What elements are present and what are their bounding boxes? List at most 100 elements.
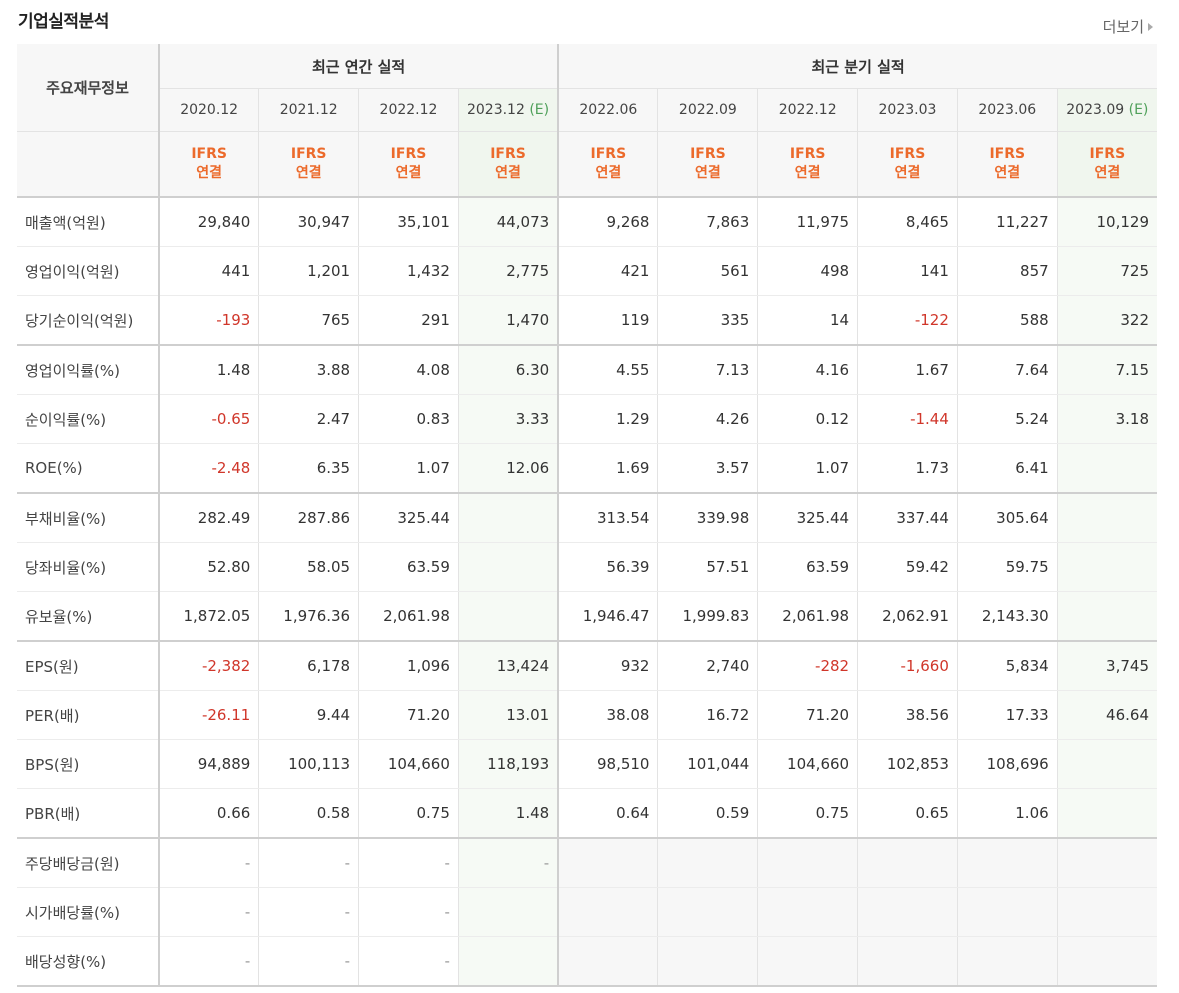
table-row: 영업이익률(%) 1.48 3.88 4.08 6.30 4.55 7.13 4.16 1.67…: [17, 344, 1157, 395]
table-cell: 102,853: [857, 739, 958, 789]
table-cell: -: [258, 837, 359, 888]
table-cell: 421: [557, 246, 658, 296]
table-cell: 141: [857, 246, 958, 296]
table-cell: -: [457, 837, 559, 888]
row-label: 주당배당금(원): [17, 837, 159, 888]
table-cell: 1.07: [757, 443, 858, 494]
period-label: 2022.12: [379, 102, 438, 118]
row-label: 영업이익률(%): [17, 344, 159, 395]
table-cell: 2,775: [457, 246, 559, 296]
table-cell: 282.49: [158, 492, 259, 543]
table-cell: 1.07: [358, 443, 459, 494]
table-cell: 0.64: [557, 788, 658, 839]
table-cell: 6.30: [457, 344, 559, 395]
more-link[interactable]: 더보기: [1103, 16, 1153, 37]
table-cell: 17.33: [956, 690, 1058, 740]
table-cell: 932: [557, 640, 658, 691]
table-cell: 857: [956, 246, 1058, 296]
period-row: 2020.12 2021.12 2022.12 2023.12 (E) 2022.06 2…: [17, 88, 1157, 132]
table-cell: 63.59: [757, 542, 858, 592]
row-label: BPS(원): [17, 739, 159, 789]
table-cell: 725: [1056, 246, 1157, 296]
table-cell: 335: [657, 295, 758, 346]
basis-label: IFRS 연결: [290, 146, 327, 181]
table-cell: [956, 837, 1058, 888]
table-cell: 4.08: [358, 344, 459, 395]
table-cell: -193: [158, 295, 259, 346]
table-cell: 35,101: [358, 196, 459, 247]
table-cell: 2,143.30: [956, 591, 1058, 642]
table-cell: [857, 887, 958, 937]
table-cell: 1.06: [956, 788, 1058, 839]
table-cell: 1.48: [457, 788, 559, 839]
table-row: BPS(원) 94,889 100,113 104,660 118,193 98,510 1…: [17, 739, 1157, 789]
period-label: 2022.09: [678, 102, 737, 118]
period-label: 2021.12: [279, 102, 338, 118]
table-cell: 765: [258, 295, 359, 346]
table-cell: -: [258, 887, 359, 937]
basis-label: IFRS 연결: [191, 146, 227, 181]
table-cell: [1056, 492, 1157, 543]
table-cell: 0.58: [258, 788, 359, 839]
table-cell: 9,268: [557, 196, 658, 247]
table-cell: 13.01: [457, 690, 559, 740]
table-cell: 71.20: [358, 690, 459, 740]
table-cell: 94,889: [158, 739, 259, 789]
table-cell: 4.55: [557, 344, 658, 395]
row-label: PER(배): [17, 690, 159, 740]
table-row: 당기순이익(억원) -193 765 291 1,470 119 335 14 -122 588 3…: [17, 295, 1157, 346]
table-cell: -2,382: [158, 640, 259, 691]
table-cell: 108,696: [956, 739, 1058, 789]
table-cell: 305.64: [956, 492, 1058, 543]
financial-table: 주요재무정보 최근 연간 실적 최근 분기 실적 2020.12 2021.12 2…: [17, 44, 1157, 987]
table-cell: [757, 936, 858, 987]
table-cell: 5,834: [956, 640, 1058, 691]
table-cell: -: [358, 936, 459, 987]
table-cell: 58.05: [258, 542, 359, 592]
period-header: 2022.12: [757, 88, 858, 132]
table-cell: 3.88: [258, 344, 359, 395]
table-cell: 3,745: [1056, 640, 1157, 691]
table-cell: 52.80: [158, 542, 259, 592]
table-cell: -: [158, 837, 259, 888]
table-cell: [557, 837, 658, 888]
table-row: 시가배당률(%) - - -: [17, 887, 1157, 937]
period-header: 2023.06: [956, 88, 1058, 132]
table-cell: 46.64: [1056, 690, 1157, 740]
basis-header: IFRS 연결: [258, 131, 359, 197]
table-cell: -0.65: [158, 394, 259, 444]
basis-label: IFRS 연결: [789, 146, 826, 181]
basis-label: IFRS 연결: [889, 146, 926, 181]
row-label: 부채비율(%): [17, 492, 159, 543]
table-cell: [857, 936, 958, 987]
quarter-group-header: 최근 분기 실적: [557, 44, 1157, 89]
table-cell: [1056, 837, 1157, 888]
table-cell: -1,660: [857, 640, 958, 691]
table-cell: 38.56: [857, 690, 958, 740]
table-cell: 57.51: [657, 542, 758, 592]
table-cell: 7,863: [657, 196, 758, 247]
table-cell: -: [158, 936, 259, 987]
row-label: 순이익률(%): [17, 394, 159, 444]
period-label: 2023.12: [466, 102, 525, 118]
table-row: 부채비율(%) 282.49 287.86 325.44 313.54 339.98 325…: [17, 492, 1157, 543]
table-cell: [956, 936, 1058, 987]
table-cell: [956, 887, 1058, 937]
table-cell: 1,096: [358, 640, 459, 691]
table-cell: [557, 936, 658, 987]
period-header: 2022.06: [557, 88, 658, 132]
period-header: 2022.12: [358, 88, 459, 132]
period-header: 2021.12: [258, 88, 359, 132]
period-label: 2020.12: [180, 102, 239, 118]
basis-header: IFRS 연결: [956, 131, 1058, 197]
row-label-header-blank: [17, 131, 159, 197]
table-cell: 2,740: [657, 640, 758, 691]
table-cell: -: [258, 936, 359, 987]
table-cell: [1056, 887, 1157, 937]
table-cell: -: [158, 887, 259, 937]
table-cell: 119: [557, 295, 658, 346]
period-header: 2023.03: [857, 88, 958, 132]
table-cell: 104,660: [358, 739, 459, 789]
table-cell: -: [358, 837, 459, 888]
basis-label: IFRS 연결: [989, 146, 1026, 181]
